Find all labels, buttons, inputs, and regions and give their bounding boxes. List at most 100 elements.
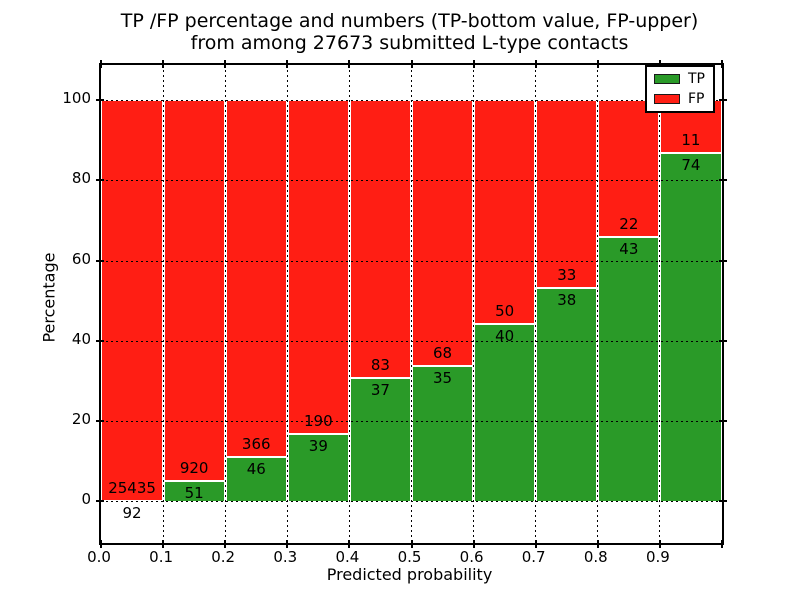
y-tick-mark bbox=[719, 419, 727, 422]
grid-line-vertical bbox=[535, 65, 537, 543]
x-tick-mark bbox=[348, 540, 351, 548]
y-tick-label: 40 bbox=[71, 329, 91, 348]
x-tick-label: 0.9 bbox=[645, 548, 670, 566]
x-tick-mark bbox=[472, 60, 475, 68]
y-tick-label: 20 bbox=[71, 409, 91, 428]
y-tick-mark bbox=[719, 99, 727, 102]
tp-count-label: 74 bbox=[681, 156, 701, 175]
x-tick-mark bbox=[596, 60, 599, 68]
x-tick-mark bbox=[721, 540, 723, 548]
grid-line-vertical bbox=[286, 65, 288, 543]
y-tick-label: 80 bbox=[71, 169, 91, 188]
chart-title-line1: TP /FP percentage and numbers (TP-bottom… bbox=[120, 10, 699, 32]
fp-count-label: 25435 bbox=[108, 478, 156, 497]
fp-count-label: 22 bbox=[619, 214, 639, 233]
y-tick-label: 0 bbox=[81, 490, 91, 508]
fp-count-label: 50 bbox=[495, 301, 515, 320]
x-tick-mark bbox=[348, 60, 351, 68]
y-tick-mark bbox=[96, 500, 104, 502]
bar-segment-fp bbox=[225, 100, 288, 457]
x-axis-label: Predicted probability bbox=[326, 565, 493, 584]
tp-count-label: 38 bbox=[557, 290, 577, 309]
grid-line-vertical bbox=[597, 65, 599, 543]
legend: TP FP bbox=[645, 65, 715, 113]
tp-count-label: 51 bbox=[184, 483, 204, 502]
y-tick-label: 60 bbox=[71, 249, 91, 268]
x-tick-mark bbox=[224, 60, 227, 68]
chart-title-line2: from among 27673 submitted L-type contac… bbox=[190, 32, 629, 54]
bar-segment-fp bbox=[349, 100, 412, 378]
fp-count-label: 68 bbox=[433, 343, 453, 362]
y-tick-label: 100 bbox=[62, 89, 91, 108]
bar-segment-tp bbox=[349, 377, 412, 501]
bar-segment-fp bbox=[163, 100, 226, 480]
x-tick-mark bbox=[596, 540, 599, 548]
x-tick-mark bbox=[658, 60, 661, 68]
y-tick-mark bbox=[96, 179, 104, 182]
grid-line-vertical bbox=[348, 65, 350, 543]
grid-line-vertical bbox=[659, 65, 661, 543]
tp-count-label: 92 bbox=[122, 503, 142, 522]
bar-segment-fp bbox=[101, 100, 164, 500]
x-tick-mark bbox=[534, 540, 537, 548]
y-tick-mark bbox=[96, 259, 104, 262]
legend-row: TP bbox=[654, 70, 706, 87]
x-tick-mark bbox=[534, 60, 537, 68]
x-tick-label: 0.0 bbox=[87, 548, 111, 566]
x-tick-label: 0.7 bbox=[521, 548, 546, 566]
x-tick-mark bbox=[658, 540, 661, 548]
y-tick-mark bbox=[96, 99, 104, 102]
bar-segment-tp bbox=[411, 364, 474, 501]
x-tick-mark bbox=[410, 60, 413, 68]
tp-count-label: 46 bbox=[246, 460, 266, 479]
chart-title: TP /FP percentage and numbers (TP-bottom… bbox=[99, 10, 720, 54]
x-tick-mark bbox=[286, 60, 289, 68]
fp-count-label: 190 bbox=[304, 411, 333, 430]
x-tick-label: 0.3 bbox=[273, 548, 298, 566]
fp-count-label: 11 bbox=[681, 131, 701, 150]
y-tick-mark bbox=[719, 500, 727, 502]
grid-line-horizontal bbox=[101, 501, 722, 502]
grid-line-horizontal bbox=[101, 180, 722, 182]
tp-count-label: 35 bbox=[433, 368, 453, 387]
y-tick-mark bbox=[719, 179, 727, 182]
x-tick-mark bbox=[472, 540, 475, 548]
fp-count-label: 920 bbox=[179, 458, 209, 477]
bar-segment-tp bbox=[473, 322, 536, 501]
x-tick-mark bbox=[100, 540, 102, 548]
grid-line-horizontal bbox=[101, 100, 722, 102]
x-tick-mark bbox=[224, 540, 227, 548]
x-tick-mark bbox=[286, 540, 289, 548]
grid-line-vertical bbox=[473, 65, 475, 543]
bar-segment-fp bbox=[473, 100, 536, 323]
x-tick-mark bbox=[410, 540, 413, 548]
bar-segment-tp bbox=[287, 432, 350, 501]
legend-label: TP bbox=[688, 70, 705, 87]
bar-segment-tp bbox=[535, 286, 598, 501]
x-tick-label: 0.2 bbox=[211, 548, 236, 566]
y-tick-mark bbox=[96, 339, 104, 342]
bar-segment-tp bbox=[659, 152, 722, 501]
grid-line-vertical bbox=[411, 65, 412, 543]
grid-line-horizontal bbox=[101, 260, 722, 262]
fp-legend-swatch bbox=[654, 94, 680, 104]
x-tick-mark bbox=[721, 60, 723, 68]
bar-segment-fp bbox=[411, 100, 474, 365]
bar-segment-tp bbox=[597, 235, 660, 501]
bar-segment-tp bbox=[225, 456, 288, 501]
tp-count-label: 39 bbox=[308, 436, 328, 455]
grid-line-vertical bbox=[162, 65, 164, 543]
legend-row: FP bbox=[654, 91, 706, 107]
tp-count-label: 43 bbox=[619, 239, 639, 258]
bar-segment-fp bbox=[287, 100, 350, 433]
fp-count-label: 33 bbox=[557, 265, 577, 284]
fp-count-label: 366 bbox=[241, 435, 271, 454]
fp-count-label: 83 bbox=[370, 356, 390, 375]
x-tick-mark bbox=[100, 60, 102, 68]
tp-legend-swatch bbox=[654, 74, 680, 84]
x-tick-label: 0.1 bbox=[149, 548, 174, 566]
x-tick-mark bbox=[162, 60, 165, 68]
plot-area: 25435 92 920 51 366 46 190 39 83 37 68 35 50 40 33 38 22… bbox=[96, 60, 727, 548]
grid-line-horizontal bbox=[101, 340, 722, 342]
